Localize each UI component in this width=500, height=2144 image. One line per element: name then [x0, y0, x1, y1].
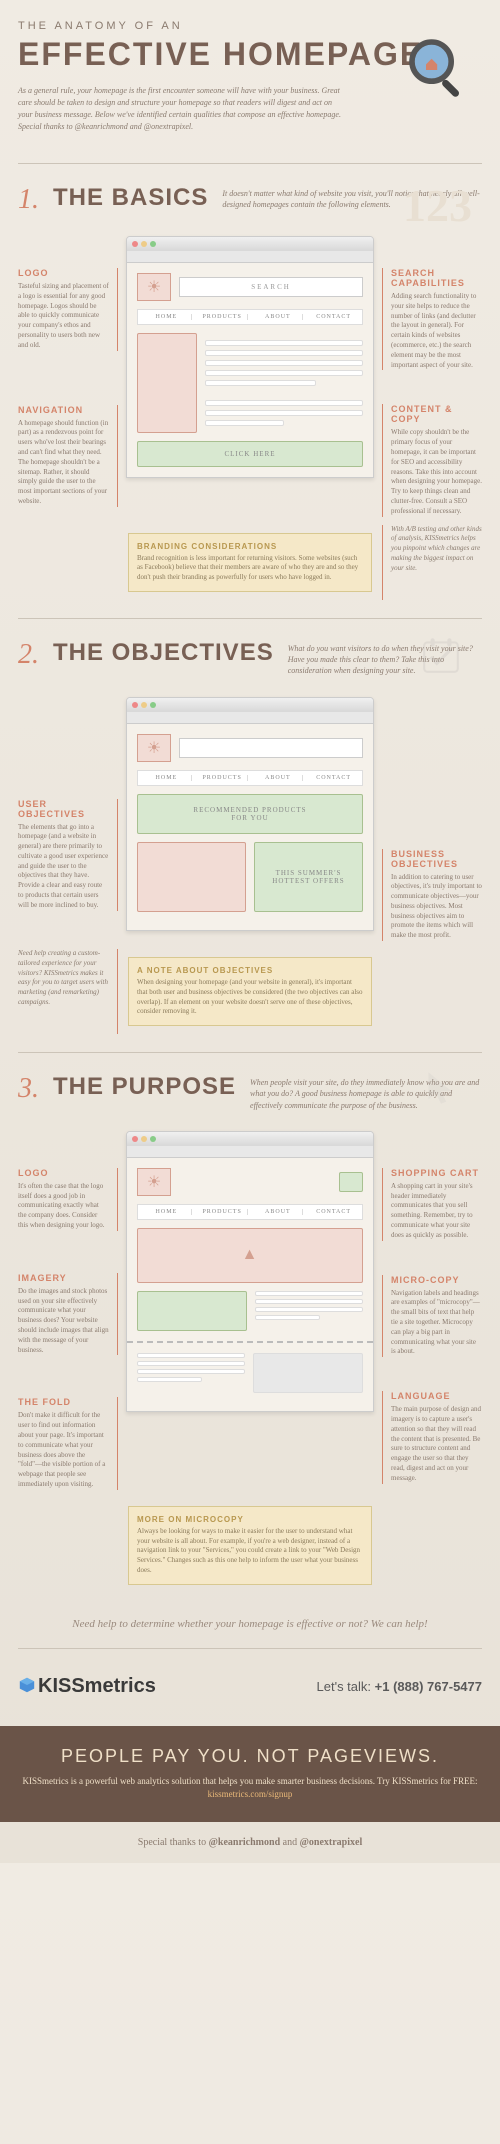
- footer-help: Need help to determine whether your home…: [18, 1618, 482, 1630]
- callout-logo-3: LOGOIt's often the case that the logo it…: [18, 1168, 118, 1231]
- mock-search: SEARCH: [179, 277, 363, 297]
- section-2-head: 2. THE OBJECTIVES What do you want visit…: [18, 639, 482, 677]
- footer-banner: PEOPLE PAY YOU. NOT PAGEVIEWS. KISSmetri…: [0, 1726, 500, 1822]
- signup-link[interactable]: kissmetrics.com/signup: [208, 1789, 293, 1799]
- mock-search: [179, 738, 363, 758]
- callout-navigation: NAVIGATIONA homepage should function (in…: [18, 405, 118, 507]
- page: THE ANATOMY OF AN EFFECTIVE HOMEPAGE As …: [0, 0, 500, 1726]
- mock-cta: CLICK HERE: [137, 441, 363, 467]
- intro-text: As a general rule, your homepage is the …: [18, 85, 343, 133]
- cursor-icon: [420, 1068, 462, 1115]
- section-1-columns: LOGOTasteful sizing and placement of a l…: [18, 236, 482, 517]
- section-3-columns: LOGOIt's often the case that the logo it…: [18, 1131, 482, 1490]
- footer-body: KISSmetrics is a powerful web analytics …: [20, 1775, 480, 1802]
- mockup-3: ☀ HOMEPRODUCTSABOUTCONTACT ▲: [126, 1131, 374, 1412]
- callout-microcopy: MICRO-COPYNavigation labels and headings…: [382, 1275, 482, 1358]
- section-title: THE BASICS: [53, 184, 208, 212]
- mock-banner-2: THIS SUMMER'S HOTTEST OFFERS: [254, 842, 363, 912]
- magnifier-icon: [405, 35, 475, 110]
- pretitle: THE ANATOMY OF AN: [18, 20, 482, 32]
- callout-content: CONTENT & COPYWhile copy shouldn't be th…: [382, 404, 482, 516]
- section-1-head: 1. THE BASICS It doesn't matter what kin…: [18, 184, 482, 216]
- callout-language: LANGUAGEThe main purpose of design and i…: [382, 1391, 482, 1483]
- mock-block: [137, 842, 246, 912]
- decorative-number: 123: [403, 179, 472, 232]
- divider: [18, 163, 482, 164]
- callout-biz-obj: BUSINESS OBJECTIVESIn addition to cateri…: [382, 849, 482, 942]
- mock-block: [253, 1353, 363, 1393]
- callout-fold: THE FOLDDon't make it difficult for the …: [18, 1397, 118, 1489]
- footer-thanks: Special thanks to @keanrichmond and @one…: [0, 1822, 500, 1863]
- mock-logo: ☀: [137, 734, 171, 762]
- km-logo: KISSmetrics: [18, 1675, 156, 1698]
- mock-logo: ☀: [137, 1168, 171, 1196]
- note-branding: BRANDING CONSIDERATIONSBrand recognition…: [128, 533, 372, 592]
- section-number: 1.: [18, 184, 39, 216]
- km-row: KISSmetrics Let's talk: +1 (888) 767-547…: [18, 1667, 482, 1706]
- mock-hero-image: ▲: [137, 1228, 363, 1283]
- km-sidenote-2: Need help creating a custom-tailored exp…: [18, 949, 118, 1034]
- km-tel: Let's talk: +1 (888) 767-5477: [317, 1679, 482, 1694]
- mock-nav: HOMEPRODUCTSABOUTCONTACT: [137, 1204, 363, 1220]
- window-chrome: [127, 237, 373, 251]
- callout-imagery: IMAGERYDo the images and stock photos us…: [18, 1273, 118, 1356]
- calendar-icon: [420, 634, 462, 681]
- mock-nav: HOMEPRODUCTSABOUTCONTACT: [137, 309, 363, 325]
- note-microcopy: MORE ON MICROCOPYAlways be looking for w…: [128, 1506, 372, 1585]
- mock-nav: HOMEPRODUCTSABOUTCONTACT: [137, 770, 363, 786]
- callout-cart: SHOPPING CARTA shopping cart in your sit…: [382, 1168, 482, 1241]
- footer-headline: PEOPLE PAY YOU. NOT PAGEVIEWS.: [20, 1746, 480, 1767]
- mock-banner-1: RECOMMENDED PRODUCTS FOR YOU: [137, 794, 363, 834]
- mockup-1: ☀ SEARCH HOMEPRODUCTSABOUTCONTACT CLICK …: [126, 236, 374, 478]
- km-sidenote-1: With A/B testing and other kinds of anal…: [382, 525, 482, 600]
- divider: [18, 618, 482, 619]
- section-3-head: 3. THE PURPOSE When people visit your si…: [18, 1073, 482, 1111]
- mock-logo: ☀: [137, 273, 171, 301]
- url-bar: [127, 251, 373, 263]
- mock-cart: [339, 1172, 363, 1192]
- mock-sidebar: [137, 333, 197, 433]
- note-objectives: A NOTE ABOUT OBJECTIVESWhen designing yo…: [128, 957, 372, 1026]
- callout-search: SEARCH CAPABILITIESAdding search functio…: [382, 268, 482, 370]
- callout-logo: LOGOTasteful sizing and placement of a l…: [18, 268, 118, 351]
- callout-user-obj: USER OBJECTIVESThe elements that go into…: [18, 799, 118, 911]
- divider: [18, 1052, 482, 1053]
- section-2-columns: USER OBJECTIVESThe elements that go into…: [18, 697, 482, 942]
- mockup-2: ☀ HOMEPRODUCTSABOUTCONTACT RECOMMENDED P…: [126, 697, 374, 931]
- mock-block: [137, 1291, 247, 1331]
